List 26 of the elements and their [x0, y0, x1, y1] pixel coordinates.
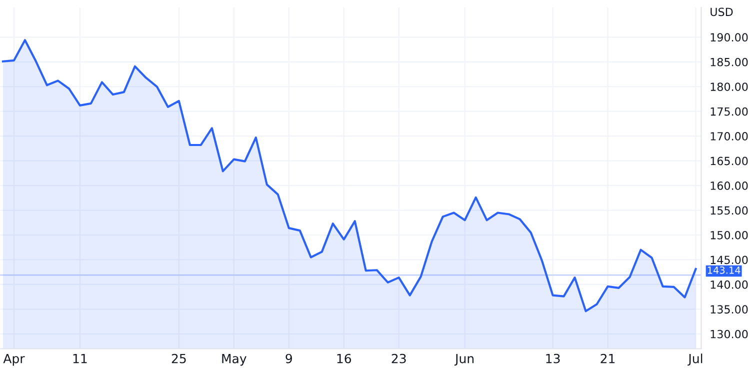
y-tick-label: 175.00	[710, 107, 748, 116]
y-tick-label: 190.00	[710, 33, 748, 42]
y-tick-label: 150.00	[710, 230, 748, 240]
y-tick-label: 130.00	[710, 330, 748, 338]
x-tick-label: Apr	[3, 354, 25, 366]
x-tick-label: 11	[73, 354, 87, 364]
y-tick-label: 145.00	[710, 256, 748, 264]
y-tick-label: 165.00	[710, 156, 748, 166]
y-tick-label: 170.00	[710, 132, 748, 140]
x-tick-label: 25	[172, 354, 186, 364]
y-tick-label: 160.00	[710, 182, 748, 190]
x-tick-label: 13	[546, 354, 560, 364]
text: 143.14	[708, 266, 740, 274]
x-tick-label: 23	[392, 354, 406, 364]
y-tick-label: 155.00	[710, 206, 748, 215]
x-tick-label: Jul	[688, 354, 702, 366]
x-tick-label: 16	[337, 354, 352, 364]
y-axis-title: USD	[710, 8, 733, 16]
y-tick-label: 135.00	[710, 305, 748, 314]
x-tick-label: 9	[286, 354, 292, 364]
y-tick-label: 185.00	[710, 58, 748, 66]
y-tick-label: 180.00	[710, 82, 748, 92]
x-tick-label: Jun	[454, 354, 474, 366]
x-tick-label: May	[222, 354, 246, 366]
x-tick-label: 21	[600, 354, 615, 364]
y-tick-label: 140.00	[710, 280, 748, 289]
